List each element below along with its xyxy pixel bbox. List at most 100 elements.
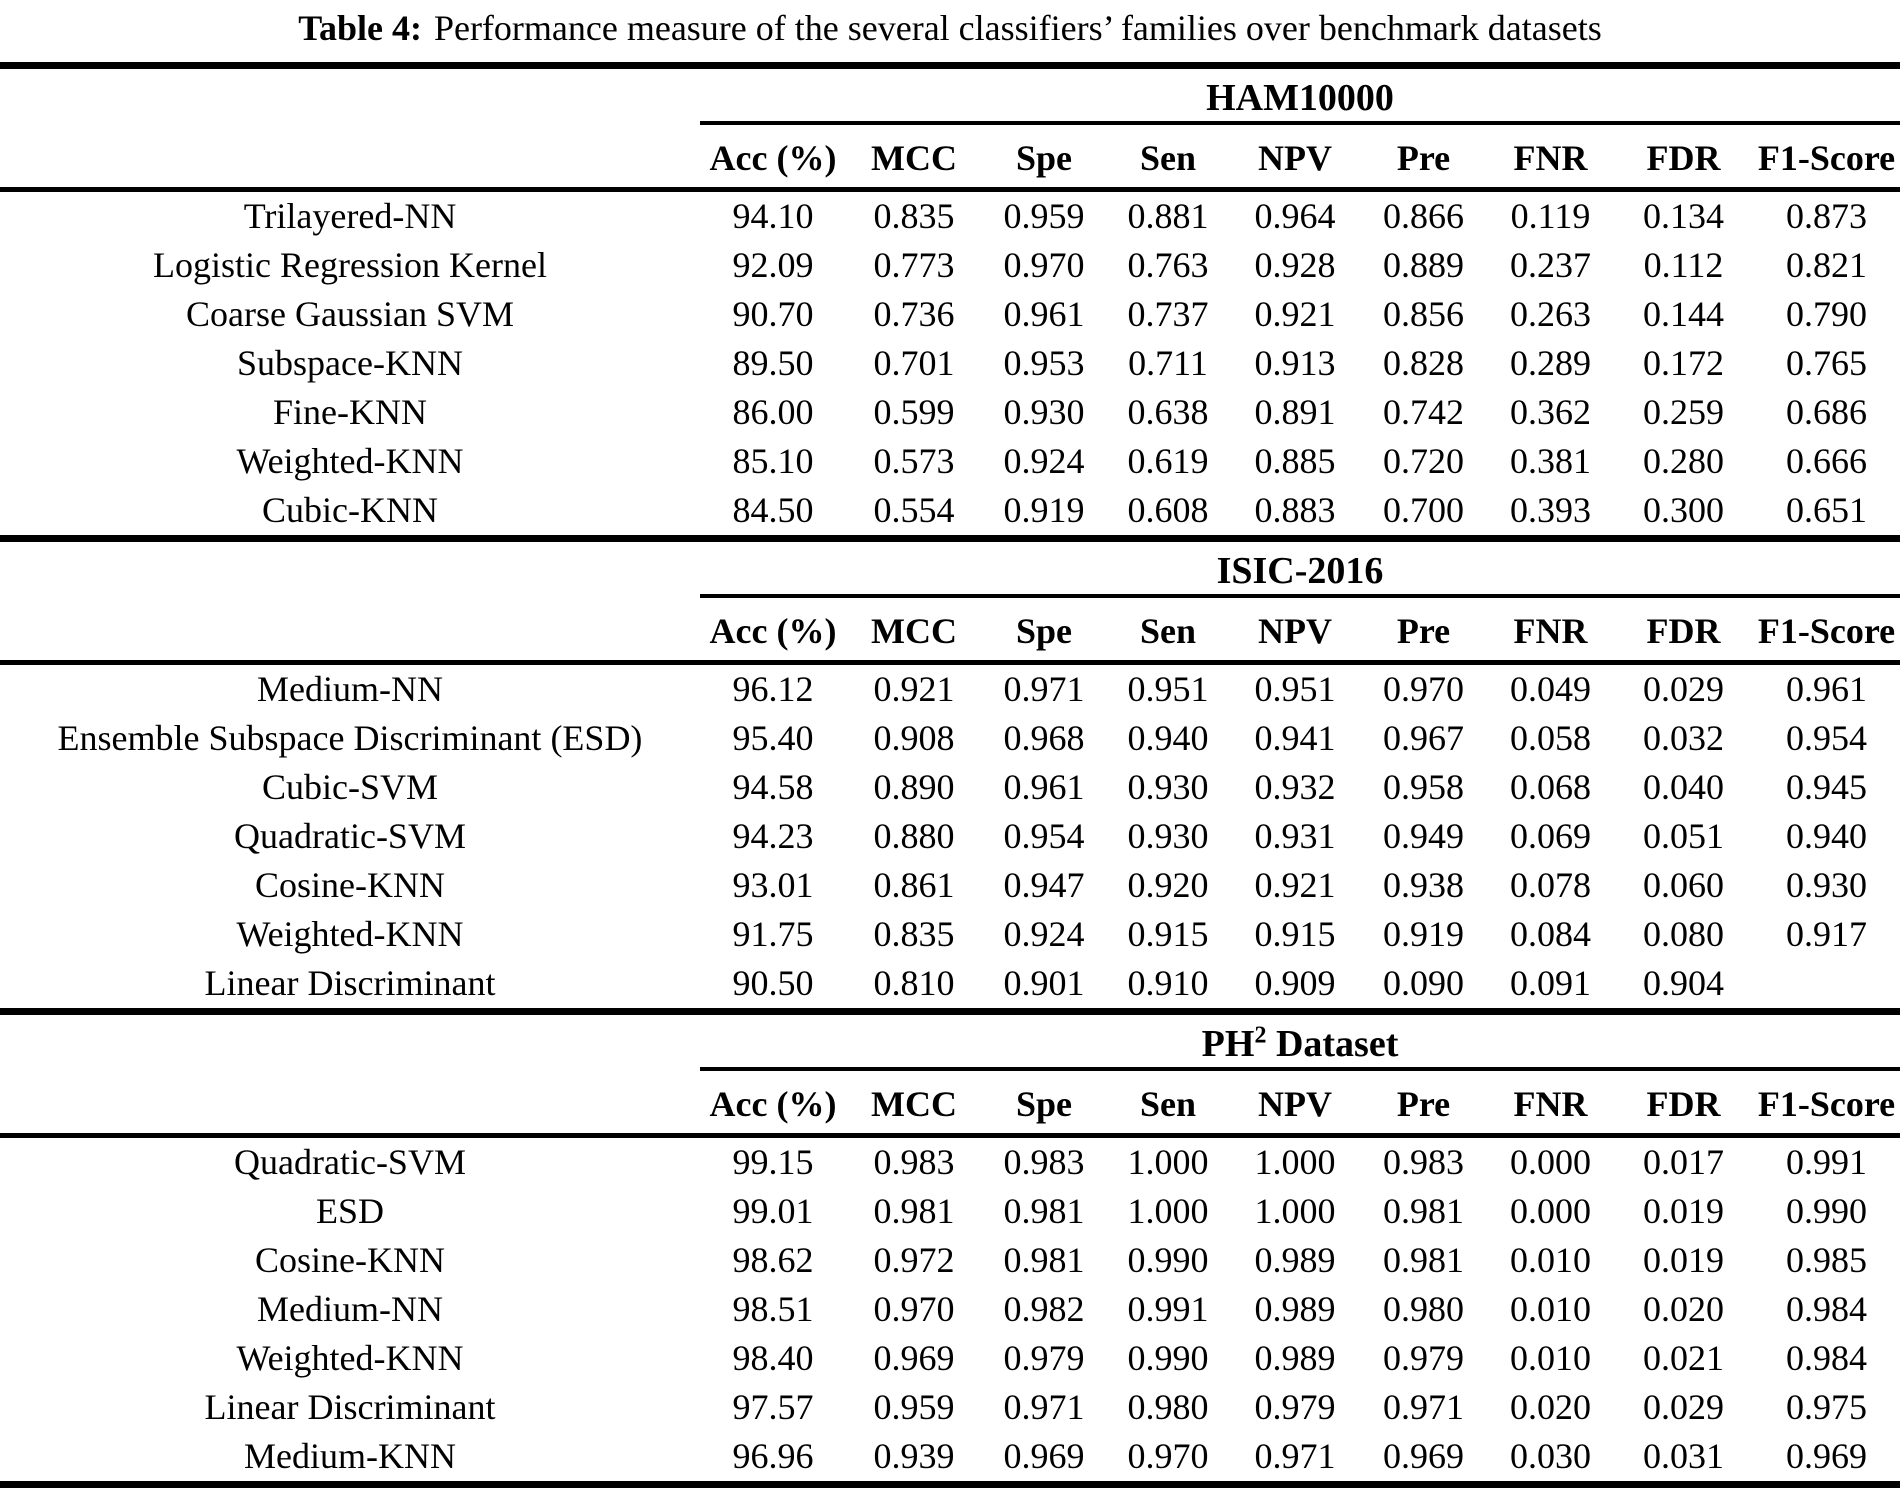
- metric-value: 0.172: [1643, 343, 1724, 383]
- corner-cell: [0, 598, 700, 660]
- metric-value: 0.954: [1786, 718, 1867, 758]
- metric-value: 0.915: [1127, 914, 1209, 954]
- column-header: F1-Score: [1757, 138, 1896, 178]
- metric-value: 0.981: [1383, 1191, 1464, 1231]
- classifier-name: Logistic Regression Kernel: [153, 245, 547, 285]
- section-rule: [0, 1008, 1900, 1015]
- metric-value: 0.856: [1383, 294, 1464, 334]
- metric-value: 0.112: [1643, 245, 1724, 285]
- metric-value: 0.969: [1383, 1436, 1464, 1476]
- classifier-name: Cubic-KNN: [262, 490, 438, 530]
- metric-value: 0.981: [873, 1191, 955, 1231]
- metric-value: 0.091: [1510, 963, 1591, 1003]
- metric-value: 0.981: [1383, 1240, 1464, 1280]
- metric-value: 0.554: [873, 490, 955, 530]
- metric-value: 0.940: [1127, 718, 1209, 758]
- metric-value: 0.835: [873, 914, 955, 954]
- metric-value: 0.711: [1128, 343, 1208, 383]
- metric-value: 0.881: [1127, 196, 1209, 236]
- metric-value: 91.75: [732, 914, 814, 954]
- metric-value: 0.930: [1786, 865, 1867, 905]
- metric-value: 0.908: [873, 718, 955, 758]
- metric-value: 0.890: [873, 767, 955, 807]
- metric-value: 0.362: [1510, 392, 1591, 432]
- metric-value: 0.989: [1254, 1240, 1336, 1280]
- column-header: F1-Score: [1757, 1084, 1896, 1124]
- metric-value: 0.954: [1003, 816, 1085, 856]
- metric-value: 0.983: [873, 1142, 955, 1182]
- metric-value: 0.938: [1383, 865, 1464, 905]
- metric-value: 0.573: [873, 441, 955, 481]
- metric-value: 0.961: [1786, 669, 1867, 709]
- metric-value: 97.57: [732, 1387, 814, 1427]
- metric-value: 0.945: [1786, 767, 1867, 807]
- metric-value: 0.821: [1786, 245, 1867, 285]
- cmid-rule: [700, 121, 1900, 125]
- metric-value: 0.000: [1510, 1191, 1591, 1231]
- metric-value: 0.010: [1510, 1240, 1591, 1280]
- column-header: Spe: [1015, 611, 1073, 651]
- classifier-name: Subspace-KNN: [237, 343, 463, 383]
- metric-value: 0.921: [1254, 865, 1336, 905]
- column-header: FNR: [1513, 138, 1588, 178]
- metric-value: 0.984: [1786, 1338, 1867, 1378]
- metric-value: 0.873: [1786, 196, 1867, 236]
- metric-value: 0.068: [1510, 767, 1591, 807]
- cmid-rule: [700, 1067, 1900, 1071]
- metric-value: 0.049: [1510, 669, 1591, 709]
- metric-value: 0.599: [873, 392, 955, 432]
- table-caption-text: Performance measure of the several class…: [433, 8, 1602, 48]
- classifier-name: Quadratic-SVM: [234, 816, 466, 856]
- classifier-name: Cubic-SVM: [261, 767, 438, 807]
- metric-value: 0.959: [873, 1387, 955, 1427]
- metric-value: 0.924: [1003, 914, 1085, 954]
- metric-value: 0.263: [1510, 294, 1591, 334]
- metric-value: 0.940: [1786, 816, 1867, 856]
- metric-value: 0.930: [1127, 767, 1209, 807]
- column-header: Spe: [1015, 1084, 1073, 1124]
- classifier-name: Cosine-KNN: [255, 1240, 445, 1280]
- dataset-label: HAM10000: [700, 69, 1900, 121]
- metric-value: 0.921: [873, 669, 955, 709]
- metric-value: 0.638: [1127, 392, 1209, 432]
- metric-value: 0.020: [1510, 1387, 1591, 1427]
- metric-value: 0.901: [1003, 963, 1085, 1003]
- metric-value: 0.666: [1786, 441, 1867, 481]
- header-rule: [0, 1133, 1900, 1138]
- metric-value: 0.961: [1003, 294, 1085, 334]
- header-rule: [0, 660, 1900, 665]
- metric-value: 0.930: [1127, 816, 1209, 856]
- metric-value: 0.810: [873, 963, 955, 1003]
- column-header: NPV: [1258, 611, 1332, 651]
- metric-value: 0.619: [1127, 441, 1209, 481]
- metric-value: 0.951: [1254, 669, 1336, 709]
- metric-value: 0.919: [1383, 914, 1464, 954]
- metric-value: 0.949: [1383, 816, 1464, 856]
- classifier-name: ESD: [315, 1191, 384, 1231]
- metric-value: 0.080: [1643, 914, 1724, 954]
- metric-value: 0.017: [1643, 1142, 1724, 1182]
- metric-value: 95.40: [732, 718, 814, 758]
- metric-value: 1.000: [1127, 1142, 1209, 1182]
- metric-value: 90.70: [732, 294, 814, 334]
- metric-value: 0.889: [1383, 245, 1464, 285]
- metric-value: 0.891: [1254, 392, 1336, 432]
- metric-value: 90.50: [732, 963, 814, 1003]
- metric-value: 0.991: [1786, 1142, 1867, 1182]
- column-header: FDR: [1646, 138, 1721, 178]
- metric-value: 0.958: [1383, 767, 1464, 807]
- metric-value: 99.15: [732, 1142, 814, 1182]
- dataset-section: HAM10000 Acc (%) MCC Spe Sen NPV Pre FNR FDR F1-S…: [0, 69, 1900, 535]
- metric-value: 0.300: [1643, 490, 1724, 530]
- metric-value: 0.970: [1003, 245, 1085, 285]
- classifier-name: Coarse Gaussian SVM: [186, 294, 514, 334]
- metric-value: 0.000: [1510, 1142, 1591, 1182]
- dataset-section: ISIC-2016 Acc (%) MCC Spe Sen NPV Pre FNR FDR F1-…: [0, 542, 1900, 1008]
- metric-value: 0.828: [1383, 343, 1464, 383]
- corner-cell: [0, 1071, 700, 1133]
- metric-value: [1753, 959, 1900, 1008]
- metric-value: 0.736: [873, 294, 955, 334]
- metric-value: 98.62: [732, 1240, 814, 1280]
- metric-value: 0.020: [1643, 1289, 1724, 1329]
